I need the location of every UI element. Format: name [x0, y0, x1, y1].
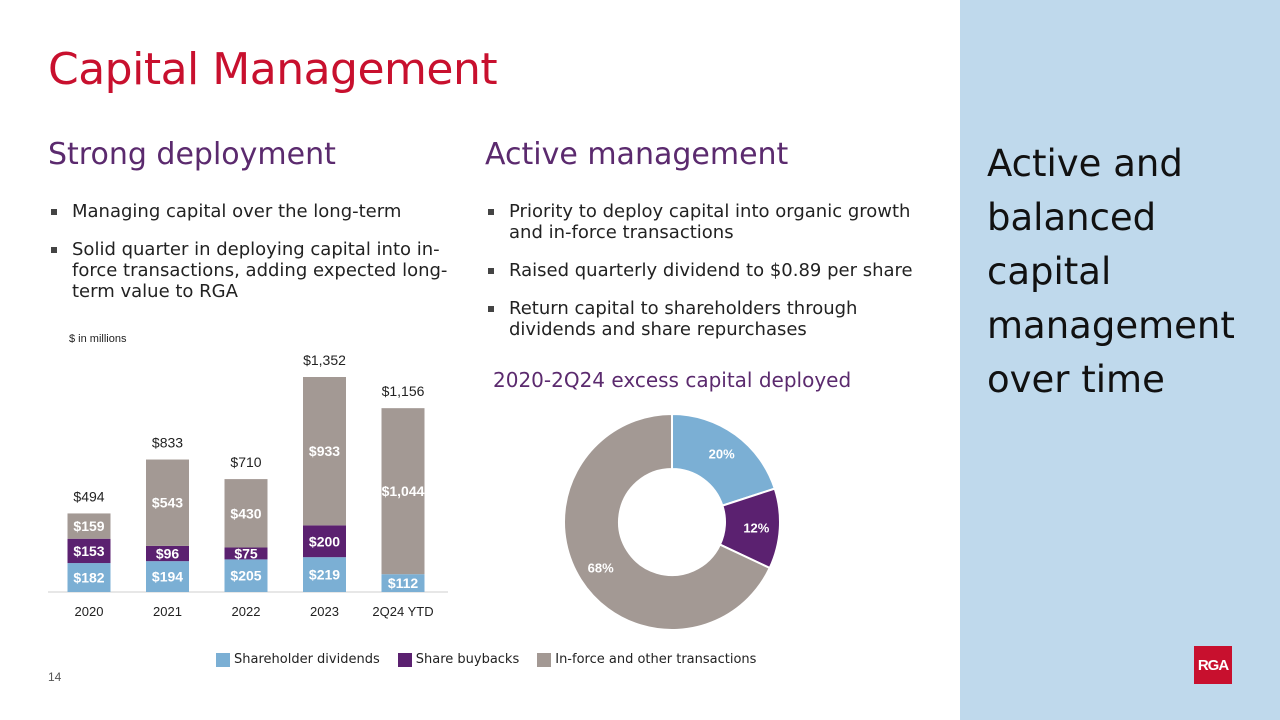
right-heading: Active management [485, 137, 789, 172]
page-number: 14 [48, 670, 62, 684]
rga-logo: RGA [1194, 646, 1232, 684]
bar-segment [146, 561, 189, 592]
bar-value-label: $96 [156, 546, 180, 562]
legend-item-buybacks: Share buybacks [397, 652, 520, 667]
units-label: $ in millions [69, 333, 127, 345]
bar-value-label: $153 [73, 543, 104, 559]
bar-value-label: $182 [73, 570, 104, 586]
bar-value-label: $1,044 [382, 483, 425, 499]
sidebar-text: Active and balanced capital management o… [987, 142, 1235, 401]
bar-total-label: $833 [152, 435, 183, 451]
bar-value-label: $159 [73, 518, 104, 534]
legend-item-dividends: Shareholder dividends [216, 652, 380, 667]
bar-segment [224, 479, 268, 548]
right-bullet: Priority to deploy capital into organic … [485, 201, 935, 243]
bar-total-label: $1,352 [303, 352, 346, 368]
donut-value-label: 12% [743, 520, 769, 535]
bar-segment [303, 525, 346, 558]
donut-title: 2020-2Q24 excess capital deployed [493, 368, 852, 392]
bar-total-label: $710 [230, 454, 261, 470]
bar-value-label: $430 [230, 505, 261, 521]
legend-label: Share buybacks [415, 652, 520, 667]
x-tick-label: 2023 [310, 604, 339, 619]
bar-segment [303, 377, 346, 526]
left-bullet-list: Managing capital over the long-term Soli… [48, 201, 448, 319]
right-bullet: Return capital to shareholders through d… [485, 298, 935, 340]
donut-slice [671, 412, 776, 507]
bar-value-label: $112 [388, 575, 419, 591]
x-tick-label: 2Q24 YTD [372, 604, 433, 619]
page-title: Capital Management [48, 44, 498, 95]
bar-value-label: $194 [152, 569, 183, 585]
bar-segment [381, 574, 425, 592]
bar-value-label: $75 [234, 545, 258, 561]
legend-label: In-force and other transactions [555, 652, 757, 667]
bar-value-label: $543 [152, 495, 183, 511]
sidebar: Active and balanced capital management o… [960, 0, 1280, 720]
x-tick-label: 2022 [232, 604, 261, 619]
left-bullet: Solid quarter in deploying capital into … [48, 239, 448, 302]
bar-value-label: $200 [309, 533, 340, 549]
left-heading: Strong deployment [48, 137, 336, 172]
legend-swatch [397, 652, 412, 667]
chart-legend: Shareholder dividends Share buybacks In-… [216, 652, 756, 667]
left-bullet: Managing capital over the long-term [48, 201, 448, 222]
bar-segment [224, 559, 268, 592]
bar-segment [224, 547, 268, 560]
stacked-bar-chart: $182 $153 $159 $494 2020 $194 $96 $543 $833 2021 $… [48, 352, 448, 619]
legend-swatch [216, 652, 230, 667]
bar-segment [146, 459, 189, 546]
bar-total-label: $494 [73, 488, 104, 504]
bar-value-label: $933 [309, 443, 340, 459]
legend-item-inforce: In-force and other transactions [537, 652, 756, 667]
bar-value-label: $205 [230, 568, 261, 584]
donut-chart: 20% 12% 68% [563, 412, 781, 631]
donut-slice [563, 412, 772, 631]
donut-value-label: 68% [588, 560, 614, 575]
right-bullet-list: Priority to deploy capital into organic … [485, 201, 935, 357]
bar-segment [381, 408, 425, 575]
legend-swatch [537, 652, 552, 667]
bar-segment [146, 545, 189, 562]
bar-segment [67, 538, 111, 564]
bar-segment [303, 557, 346, 592]
legend-label: Shareholder dividends [234, 652, 380, 667]
x-tick-label: 2020 [75, 604, 104, 619]
bar-segment [67, 513, 111, 539]
right-bullet: Raised quarterly dividend to $0.89 per s… [485, 260, 935, 281]
x-tick-label: 2021 [153, 604, 182, 619]
bar-value-label: $219 [309, 567, 340, 583]
bar-total-label: $1,156 [382, 383, 425, 399]
bar-segment [67, 563, 111, 592]
donut-value-label: 20% [709, 447, 735, 462]
